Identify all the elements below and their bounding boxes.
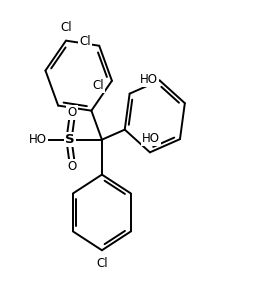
Text: HO: HO [142, 132, 160, 145]
Text: S: S [65, 133, 75, 146]
Text: Cl: Cl [79, 35, 91, 48]
Text: Cl: Cl [92, 79, 103, 92]
Text: O: O [67, 106, 76, 119]
Text: O: O [67, 160, 76, 173]
Text: HO: HO [140, 73, 158, 86]
Text: HO: HO [28, 133, 46, 146]
Text: Cl: Cl [60, 21, 72, 34]
Text: Cl: Cl [96, 257, 108, 270]
